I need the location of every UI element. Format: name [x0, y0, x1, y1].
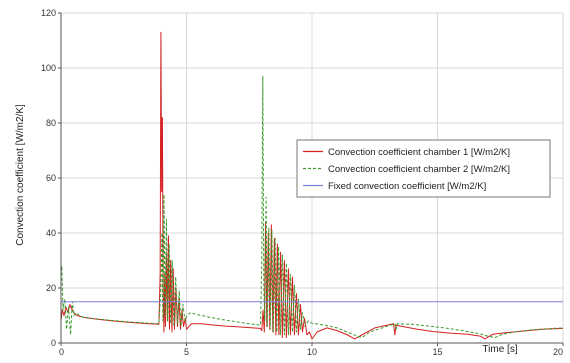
y-tick-label: 0 [51, 338, 56, 348]
x-tick-label: 0 [59, 347, 64, 357]
x-axis-label: Time [s] [482, 344, 517, 355]
y-tick-label: 60 [46, 173, 56, 183]
y-axis-label: Convection coefficient [W/m2/K] [15, 104, 26, 246]
x-tick-label: 5 [184, 347, 189, 357]
legend: Convection coefficient chamber 1 [W/m2/K… [296, 139, 551, 198]
x-tick-label: 15 [432, 347, 442, 357]
y-tick-label: 80 [46, 118, 56, 128]
axes: 0 20 40 60 80 100 120 0 5 10 15 20 [41, 8, 564, 357]
grid [61, 12, 564, 343]
legend-entry: Fixed convection coefficient [W/m2/K] [328, 181, 486, 192]
legend-entry: Convection coefficient chamber 2 [W/m2/K… [328, 164, 510, 175]
series-line-1 [60, 31, 564, 340]
plot-series [60, 31, 564, 340]
legend-box [296, 139, 551, 198]
x-tick-label: 10 [307, 347, 317, 357]
y-tick-label: 120 [41, 8, 56, 18]
x-tick-label: 20 [553, 347, 563, 357]
y-tick-label: 20 [46, 283, 56, 293]
y-tick-label: 40 [46, 228, 56, 238]
legend-entry: Convection coefficient chamber 1 [W/m2/K… [328, 147, 510, 158]
y-tick-label: 100 [41, 63, 56, 73]
